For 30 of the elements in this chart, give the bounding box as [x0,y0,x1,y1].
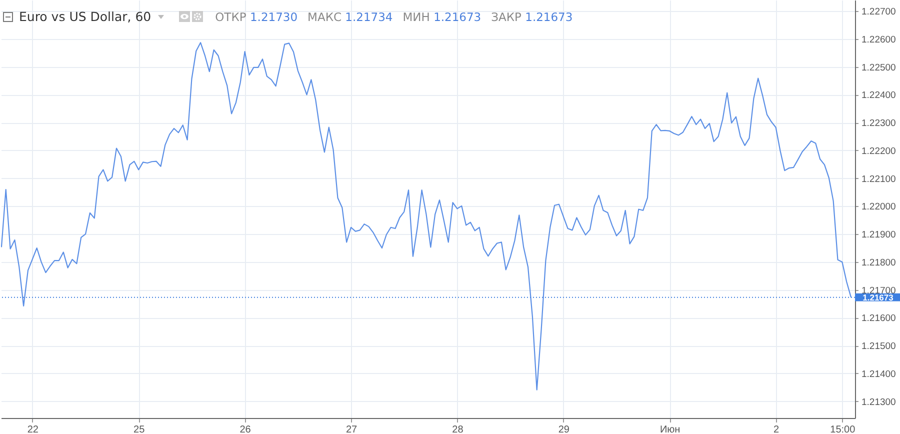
x-tick-label: 2 [774,424,780,434]
ref-line-label: 1.21673 [862,292,894,302]
y-tick-label: 1.21900 [862,230,896,241]
text: Euro vs US Dollar, 60 [19,9,152,24]
x-tick-label: Июн [660,424,680,434]
y-tick-label: 1.22200 [862,146,896,157]
x-tick-label: 27 [346,424,358,434]
y-tick-label: 1.21600 [862,313,896,324]
y-tick-label: 1.22400 [862,90,896,102]
y-tick-label: 1.22300 [862,118,896,130]
y-tick-label: 1.21400 [862,368,896,380]
y-tick-label: 1.22100 [862,174,896,185]
x-tick-label: 28 [452,424,464,434]
y-tick-label: 1.21500 [862,341,896,352]
y-tick-label: 1.22600 [862,34,896,46]
x-tick-label: 25 [134,424,146,434]
y-tick-label: 1.22000 [862,202,896,213]
x-tick-label: 22 [27,424,39,434]
x-tick-label: 26 [240,424,252,434]
x-tick-label: 29 [558,424,570,434]
annotation: МАКС 1.21734 [308,10,393,24]
line-series [1,42,852,390]
annotation: ОТКР 1.21730 [215,10,298,24]
y-tick-label: 1.22500 [862,62,896,74]
annotation: МИН 1.21673 [402,10,482,24]
x-tick-label: 15:00 [830,424,856,434]
y-tick-label: 1.21800 [862,257,896,268]
annotation: ЗАКР 1.21673 [491,10,573,24]
y-tick-label: 1.21300 [862,396,896,408]
y-tick-label: 1.22700 [862,6,896,18]
